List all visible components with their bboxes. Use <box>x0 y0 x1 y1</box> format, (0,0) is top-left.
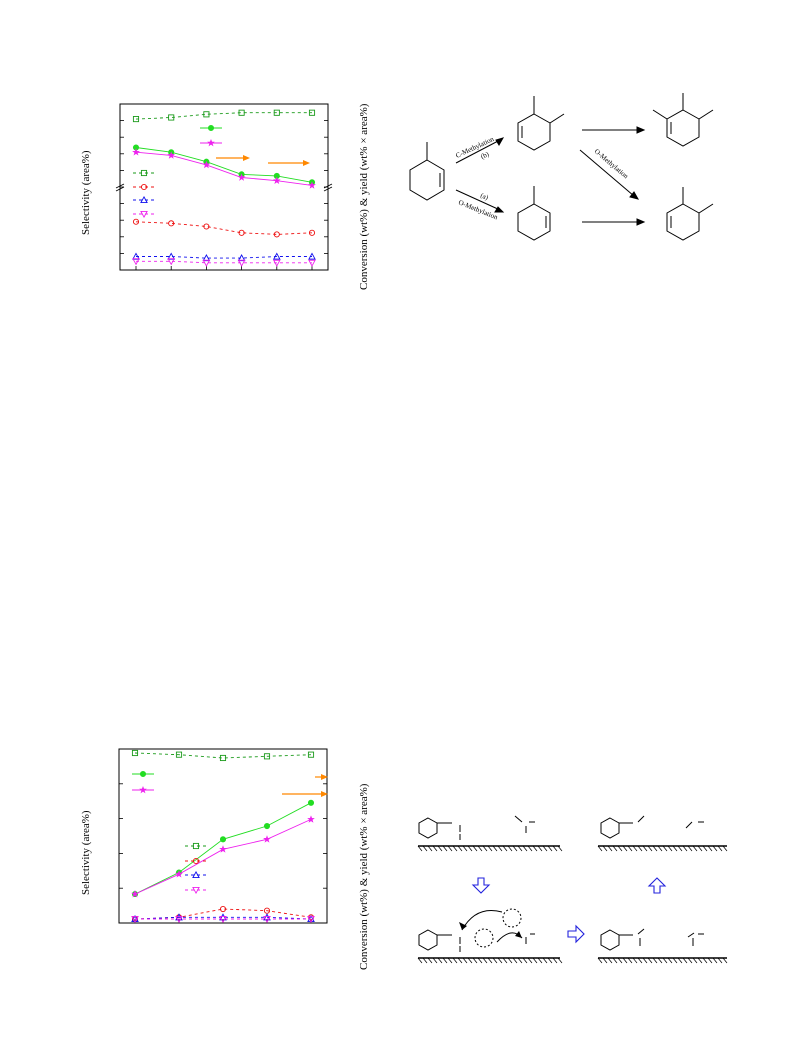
data-point-5-5 <box>272 252 281 260</box>
data-point-5-3 <box>202 254 211 262</box>
label-path-a: (a) <box>479 191 490 202</box>
data-point-3-1 <box>132 148 140 156</box>
legend-marker-3 <box>139 785 147 794</box>
data-point-4-3 <box>203 223 210 230</box>
trimethyl-molecule <box>652 93 714 147</box>
data-point-5-4 <box>237 254 246 262</box>
up-arrow <box>647 877 667 894</box>
selectivity-chart-top <box>115 103 333 271</box>
data-point-5-1 <box>132 252 140 260</box>
data-point-4-4 <box>238 229 245 236</box>
data-point-6-3 <box>202 259 211 267</box>
legend-marker-1 <box>140 169 148 177</box>
dimethyl-molecule <box>666 187 714 241</box>
data-point-1-5 <box>307 751 315 758</box>
surface-hatching <box>417 845 728 964</box>
series-line-2 <box>135 147 313 183</box>
data-point-6-2 <box>175 915 183 924</box>
data-point-6-2 <box>167 258 176 266</box>
mech-panel-4 <box>598 928 727 959</box>
series-line-5 <box>136 256 312 259</box>
data-point-4-5 <box>273 231 280 238</box>
data-point-1-1 <box>131 749 139 757</box>
data-point-1-3 <box>219 754 227 762</box>
mech-panel-2 <box>598 815 727 847</box>
data-point-6-1 <box>131 915 139 924</box>
right-arrow <box>567 924 585 944</box>
data-point-6-1 <box>132 258 140 266</box>
data-point-1-5 <box>273 109 280 116</box>
data-point-5-2 <box>167 252 176 260</box>
series-line-5 <box>134 916 312 920</box>
mech-panel-1 <box>418 815 560 847</box>
start-molecule <box>409 142 445 201</box>
data-point-2-4 <box>263 822 271 830</box>
data-point-6-5 <box>307 915 315 924</box>
axis-break <box>323 183 333 189</box>
data-point-3-4 <box>237 173 246 181</box>
data-point-4-3 <box>219 905 227 913</box>
data-point-3-3 <box>219 845 227 853</box>
down-arrow <box>471 877 491 894</box>
data-point-6-5 <box>272 259 281 267</box>
series-line-6 <box>136 260 312 264</box>
data-point-2-5 <box>307 799 315 806</box>
legend-marker-2 <box>207 124 215 132</box>
data-point-5-6 <box>308 252 316 260</box>
series-line-3 <box>135 151 313 186</box>
legend-marker-1 <box>192 842 200 850</box>
data-point-6-6 <box>308 259 316 267</box>
data-point-3-1 <box>131 890 139 898</box>
legend-marker-2 <box>139 770 147 778</box>
data-point-3-5 <box>272 176 281 185</box>
data-point-4-1 <box>132 218 140 225</box>
data-point-5-4 <box>263 913 271 921</box>
data-point-4-6 <box>308 229 316 236</box>
legend-marker-5 <box>192 870 200 879</box>
data-point-5-3 <box>219 913 227 921</box>
data-point-1-6 <box>308 109 316 116</box>
data-point-1-4 <box>263 753 271 760</box>
arrow-o-methylation <box>455 189 501 211</box>
data-point-2-3 <box>219 836 227 843</box>
data-point-1-4 <box>238 109 245 116</box>
arrow-diagonal <box>579 149 635 197</box>
data-point-3-6 <box>308 181 316 189</box>
label-path-b: (b) <box>479 150 490 161</box>
data-point-6-4 <box>263 915 271 924</box>
arrow-c-methylation <box>455 139 501 164</box>
o-product-molecule <box>517 186 551 241</box>
data-point-3-5 <box>307 815 315 823</box>
data-point-1-2 <box>168 114 175 121</box>
mech-panel-3 <box>418 908 560 959</box>
data-point-6-4 <box>237 259 246 267</box>
ortho-molecule <box>517 96 565 151</box>
data-point-3-2 <box>167 151 176 159</box>
legend-marker-6 <box>192 886 200 895</box>
data-point-1-1 <box>132 116 140 123</box>
legend-marker-4 <box>140 183 148 191</box>
data-point-3-4 <box>263 835 271 843</box>
series-line-1 <box>134 752 312 759</box>
data-point-3-3 <box>202 160 211 169</box>
data-point-1-3 <box>203 111 210 118</box>
legend-marker-4 <box>192 857 200 865</box>
data-point-4-2 <box>168 220 175 227</box>
legend-marker-5 <box>140 195 148 204</box>
series-line-1 <box>135 112 312 120</box>
data-point-5-2 <box>175 913 183 921</box>
methylation-scheme: C-Methylation (b) (a) O-Methylation O-Me… <box>409 93 714 241</box>
legend-marker-6 <box>140 210 148 219</box>
data-point-6-3 <box>219 915 227 924</box>
legend-marker-3 <box>207 138 215 147</box>
data-point-3-2 <box>175 870 183 878</box>
data-point-1-2 <box>175 751 183 758</box>
axis-break <box>115 183 125 189</box>
